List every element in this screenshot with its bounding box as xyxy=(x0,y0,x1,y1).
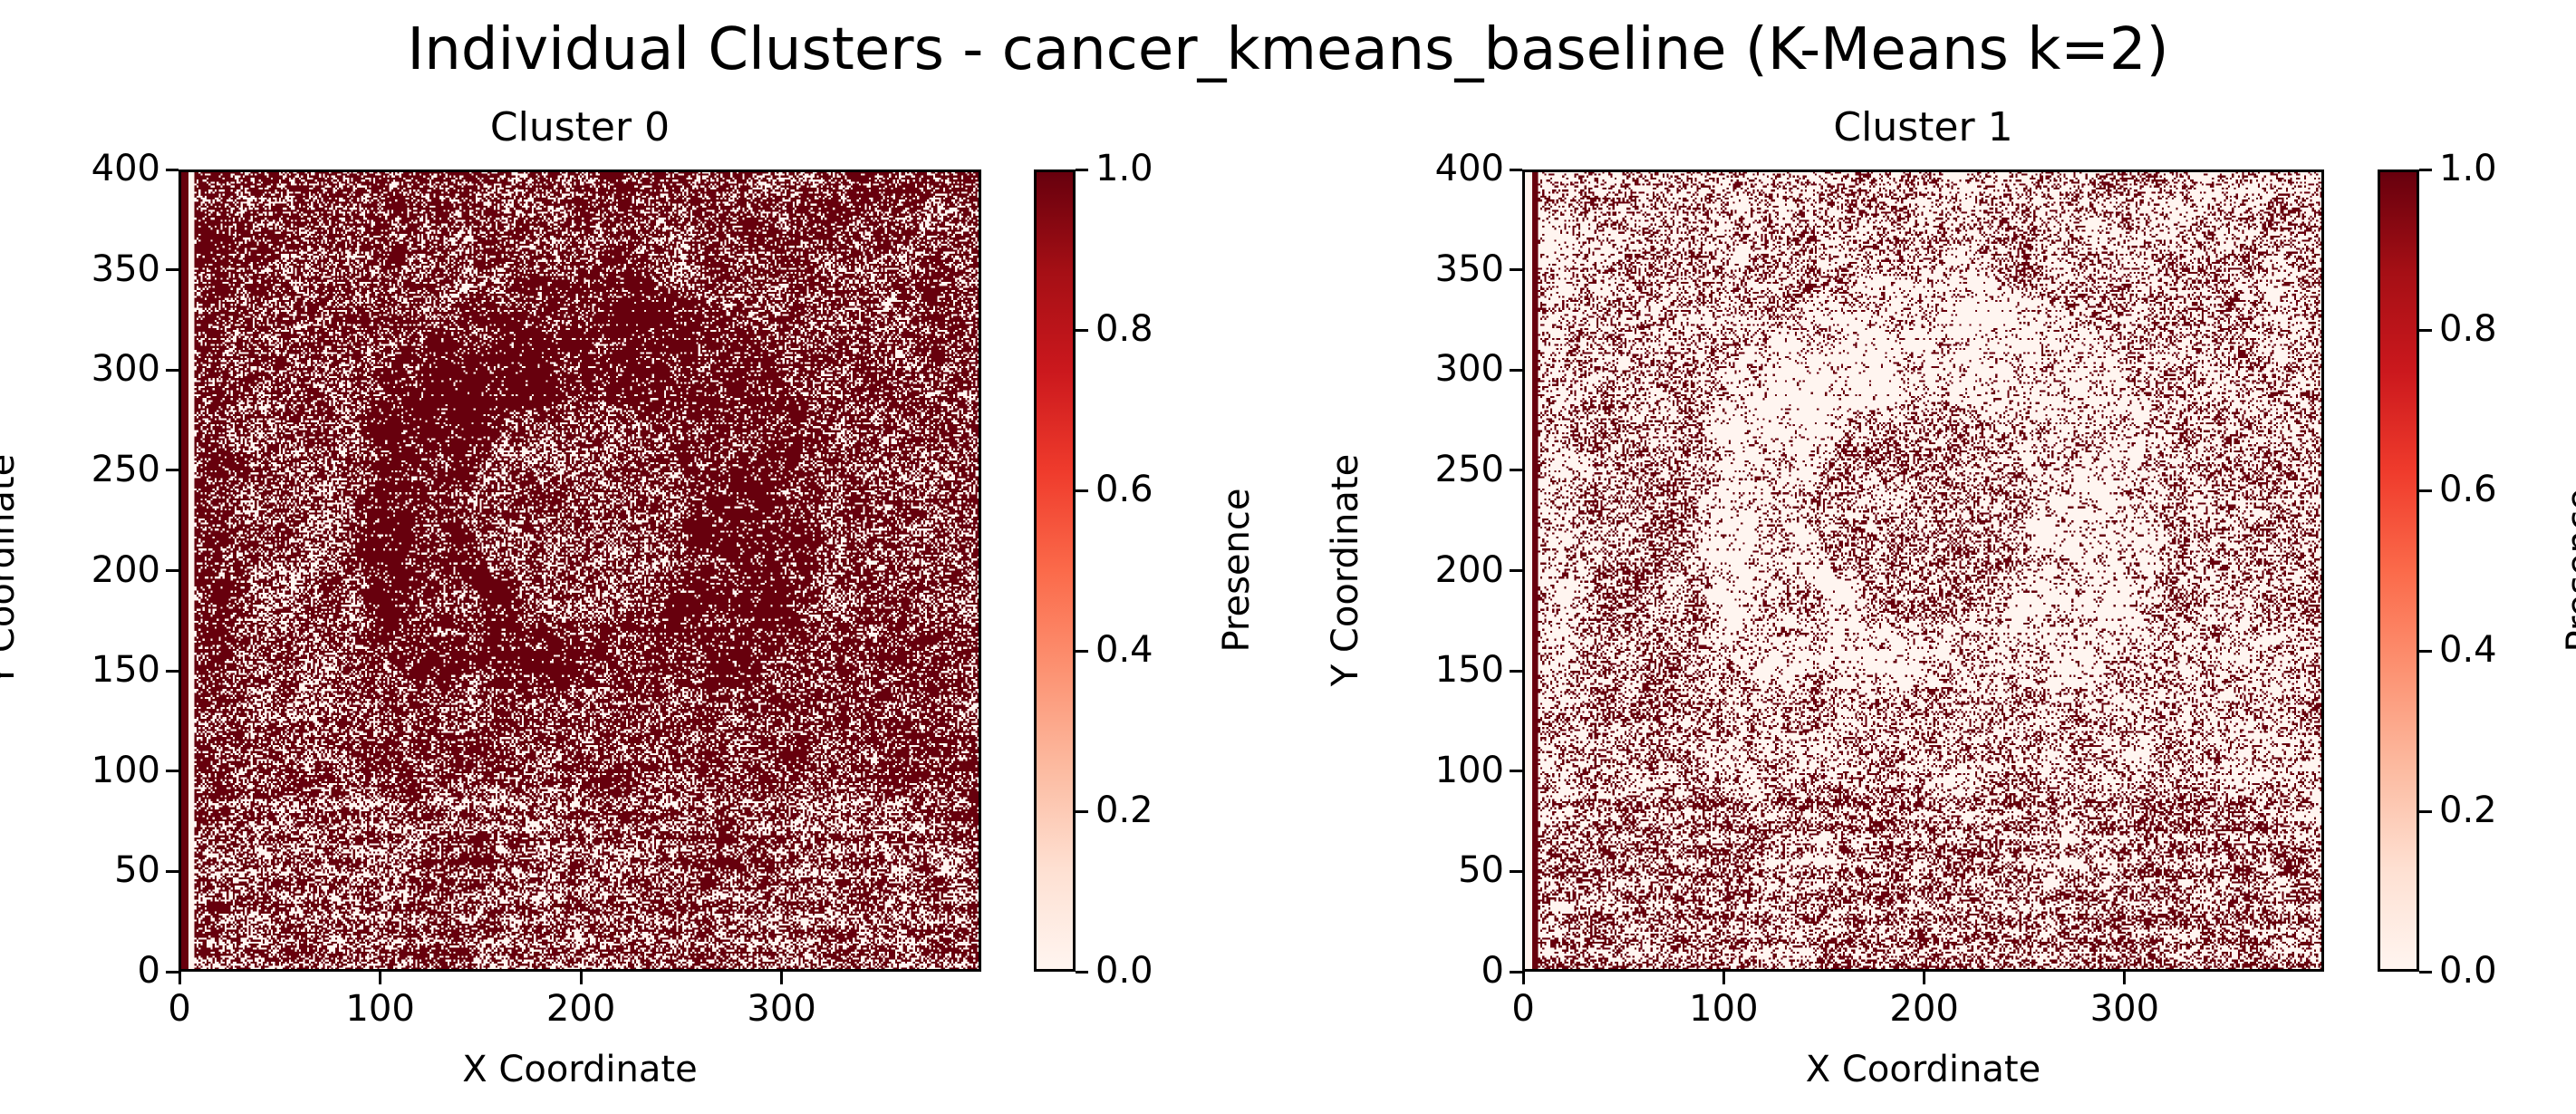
y-tick xyxy=(1510,268,1522,272)
colorbar-tick xyxy=(1076,168,1088,171)
colorbar-tick-label: 0.2 xyxy=(2439,789,2497,831)
y-tick xyxy=(166,569,178,572)
colorbar-tick-label: 0.4 xyxy=(1095,629,1153,671)
colorbar-label: Presence xyxy=(1216,488,1258,652)
x-tick xyxy=(780,972,784,984)
x-tick-label: 0 xyxy=(1511,988,1535,1030)
y-tick-label: 200 xyxy=(1434,548,1504,591)
x-tick-label: 100 xyxy=(1689,988,1759,1030)
y-tick xyxy=(1510,569,1522,572)
y-tick xyxy=(166,168,178,171)
x-tick xyxy=(1521,972,1525,984)
cluster-0-heatmap xyxy=(178,170,981,972)
y-tick-label: 250 xyxy=(1434,448,1504,490)
x-tick-label: 100 xyxy=(345,988,415,1030)
cluster-1-title: Cluster 1 xyxy=(1833,104,2013,150)
y-tick xyxy=(166,770,178,773)
colorbar-tick-label: 0.6 xyxy=(2439,469,2497,510)
colorbar-tick xyxy=(1076,489,1088,492)
colorbar-label: Presence xyxy=(2560,488,2576,652)
y-tick-label: 150 xyxy=(91,649,160,692)
colorbar-tick-label: 0.2 xyxy=(1095,789,1153,831)
y-tick-label: 150 xyxy=(1434,649,1504,692)
x-tick-label: 300 xyxy=(2089,988,2160,1030)
y-tick xyxy=(1510,869,1522,873)
x-tick-label: 200 xyxy=(545,988,616,1030)
y-axis-label: Y Coordinate xyxy=(1325,453,1366,686)
x-tick xyxy=(1923,972,1926,984)
cluster-0-title: Cluster 0 xyxy=(489,104,671,150)
x-tick xyxy=(379,972,382,984)
y-axis-label: Y Coordinate xyxy=(0,453,23,685)
x-axis-label: X Coordinate xyxy=(1805,1049,2041,1090)
x-tick-label: 0 xyxy=(168,988,191,1030)
colorbar-tick xyxy=(2419,489,2432,492)
y-tick-label: 350 xyxy=(91,247,160,290)
x-axis-label: X Coordinate xyxy=(462,1049,698,1090)
y-tick-label: 100 xyxy=(91,749,160,791)
colorbar-tick xyxy=(2419,809,2432,813)
y-tick xyxy=(1510,168,1522,171)
x-tick-label: 200 xyxy=(1889,988,1959,1030)
x-tick xyxy=(1722,972,1725,984)
y-tick-label: 400 xyxy=(1434,148,1504,189)
colorbar-tick-label: 1.0 xyxy=(1095,148,1153,189)
colorbar-tick xyxy=(2419,649,2432,653)
colorbar-tick xyxy=(1076,328,1088,332)
y-tick-label: 0 xyxy=(137,950,160,992)
colorbar-tick-label: 1.0 xyxy=(2439,148,2497,189)
y-tick xyxy=(166,368,178,372)
y-tick xyxy=(1510,970,1522,974)
colorbar-tick xyxy=(2419,328,2432,332)
x-tick xyxy=(579,972,583,984)
figure-title: Individual Clusters - cancer_kmeans_base… xyxy=(407,16,2169,83)
colorbar-tick xyxy=(2419,168,2432,171)
colorbar-tick-label: 0.8 xyxy=(1095,308,1153,350)
y-tick-label: 50 xyxy=(114,849,160,892)
colorbar-tick-label: 0.8 xyxy=(2439,308,2497,350)
y-tick-label: 350 xyxy=(1434,247,1504,290)
x-tick xyxy=(178,972,181,984)
y-tick-label: 400 xyxy=(91,148,160,189)
y-tick xyxy=(166,669,178,673)
y-tick-label: 250 xyxy=(91,448,160,490)
cluster-1-axes-frame xyxy=(1522,170,2324,972)
y-tick xyxy=(1510,469,1522,472)
y-tick-label: 100 xyxy=(1434,749,1504,791)
y-tick-label: 0 xyxy=(1481,950,1504,992)
colorbar-tick-label: 0.4 xyxy=(2439,629,2497,671)
y-tick xyxy=(166,268,178,272)
cluster-1-colorbar xyxy=(2378,170,2419,972)
colorbar-tick xyxy=(1076,649,1088,653)
y-tick-label: 300 xyxy=(91,348,160,391)
colorbar-tick-label: 0.0 xyxy=(1095,950,1153,992)
y-tick xyxy=(166,970,178,974)
colorbar-tick xyxy=(2419,970,2432,974)
colorbar-tick-label: 0.6 xyxy=(1095,469,1153,510)
y-tick xyxy=(1510,368,1522,372)
y-tick xyxy=(166,869,178,873)
colorbar-tick xyxy=(1076,809,1088,813)
cluster-0-colorbar xyxy=(1034,170,1076,972)
x-tick-label: 300 xyxy=(747,988,816,1030)
cluster-0-axes-frame xyxy=(178,170,981,972)
y-tick-label: 300 xyxy=(1434,348,1504,391)
y-tick xyxy=(1510,770,1522,773)
colorbar-tick-label: 0.0 xyxy=(2439,950,2497,992)
y-tick xyxy=(1510,669,1522,673)
y-tick-label: 50 xyxy=(1458,849,1504,892)
colorbar-tick xyxy=(1076,970,1088,974)
y-tick xyxy=(166,469,178,472)
x-tick xyxy=(2123,972,2127,984)
cluster-1-heatmap xyxy=(1522,170,2324,972)
y-tick-label: 200 xyxy=(91,548,160,591)
